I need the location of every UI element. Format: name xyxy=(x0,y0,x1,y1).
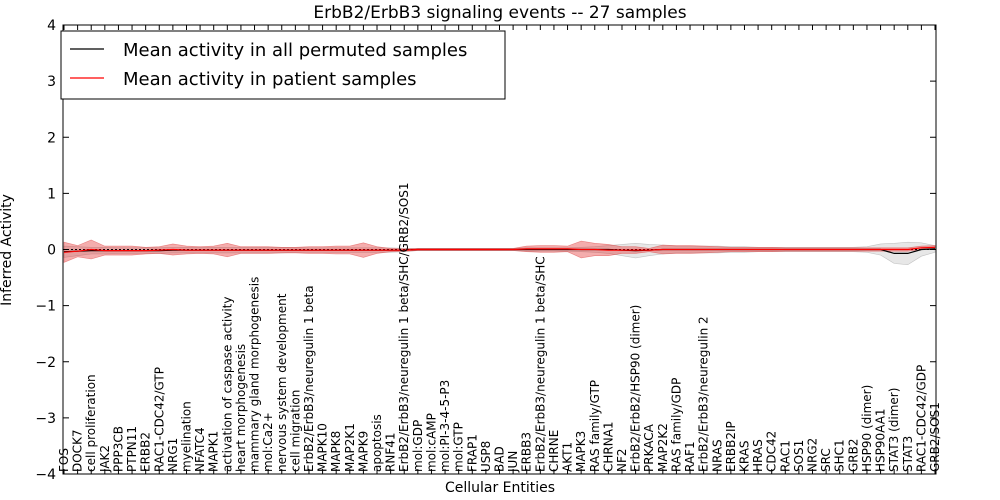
x-tick-label: mol:Ca2+ xyxy=(261,412,275,472)
x-tick-label: NRG2 xyxy=(806,438,820,472)
x-tick-label: NFATC4 xyxy=(193,427,207,472)
x-tick-label: HSP90 (dimer) xyxy=(860,385,874,472)
x-tick-label: cell proliferation xyxy=(84,374,98,472)
x-tick-label: MAPK10 xyxy=(316,423,330,472)
legend-frame xyxy=(60,30,506,100)
x-tick-label: HRAS xyxy=(751,439,765,472)
x-tick-label: FRAP1 xyxy=(465,434,479,472)
x-tick-label: KRAS xyxy=(737,440,751,472)
series-lines xyxy=(63,246,936,254)
x-tick-label: STAT3 (dimer) xyxy=(887,388,901,472)
series-line-patient xyxy=(63,246,936,253)
legend-label-permuted: Mean activity in all permuted samples xyxy=(123,40,467,61)
x-tick-label: mol:cAMP xyxy=(424,413,438,472)
x-tick-label: PRKACA xyxy=(642,423,656,472)
y-axis-label: Inferred Activity xyxy=(0,194,15,306)
x-tick-label: RAF1 xyxy=(683,441,697,472)
y-tick-label: −4 xyxy=(35,467,56,483)
y-tick-label: 3 xyxy=(47,74,56,90)
x-axis-label: Cellular Entities xyxy=(445,480,555,496)
x-tick-label: USP8 xyxy=(479,441,493,472)
x-tick-label: nervous system development xyxy=(275,293,289,472)
confidence-bands xyxy=(63,239,936,266)
band-patient xyxy=(63,239,936,263)
y-tick-label: 2 xyxy=(47,130,56,146)
x-tick-label: GRB2/SOS1 xyxy=(928,402,942,472)
y-tick-label: 4 xyxy=(47,18,56,34)
x-tick-label: DOCK7 xyxy=(71,429,85,472)
x-tick-label: NRG1 xyxy=(166,438,180,472)
x-tick-label: heart morphogenesis xyxy=(234,344,248,472)
x-tick-label: SRC xyxy=(819,448,833,472)
x-tick-label: FOS xyxy=(57,448,71,472)
x-axis-ticks: FOS DOCK7 cell proliferation JAK2 PPP3CB PTPN… xyxy=(57,25,942,474)
x-tick-label: RAC1-CDC42/GDP xyxy=(914,365,928,472)
x-tick-label: NRAS xyxy=(710,439,724,472)
x-tick-label: RAS family/GTP xyxy=(588,380,602,472)
x-tick-label: ERBB3 xyxy=(520,432,534,472)
x-tick-label: STAT3 xyxy=(901,436,915,472)
x-tick-label: RAC1-CDC42/GTP xyxy=(152,367,166,472)
x-tick-label: MAP2K1 xyxy=(343,423,357,472)
x-tick-label: MAPK9 xyxy=(356,431,370,472)
x-tick-label: HSP90AA1 xyxy=(874,408,888,472)
band-permuted xyxy=(63,241,936,266)
x-tick-label: ERBB2IP xyxy=(724,421,738,472)
x-tick-label: apoptosis xyxy=(370,414,384,472)
x-tick-label: CHRNA1 xyxy=(601,421,615,472)
x-tick-label: SHC1 xyxy=(833,439,847,472)
x-tick-label: RNF41 xyxy=(384,433,398,473)
x-tick-label: SOS1 xyxy=(792,440,806,472)
x-tick-label: CDC42 xyxy=(765,431,779,472)
x-tick-label: mammary gland morphogenesis xyxy=(248,277,262,472)
x-tick-label: mol:GDP xyxy=(411,420,425,472)
x-tick-label: CHRNE xyxy=(547,430,561,472)
y-tick-label: −2 xyxy=(35,355,56,371)
x-tick-label: GRB2 xyxy=(846,438,860,472)
x-tick-label: BAD xyxy=(493,446,507,472)
x-tick-label: myelination xyxy=(179,401,193,472)
y-tick-label: 0 xyxy=(47,243,56,259)
x-tick-label: mol:PI-3-4-5-P3 xyxy=(438,380,452,472)
x-tick-label: ErbB2/ErbB2/HSP90 (dimer) xyxy=(629,305,643,472)
x-tick-label: JUN xyxy=(506,451,520,473)
y-tick-label: −3 xyxy=(35,411,56,427)
x-tick-label: NF2 xyxy=(615,448,629,472)
x-tick-label: RAC1 xyxy=(778,440,792,472)
x-tick-label: activation of caspase activity xyxy=(220,297,234,472)
x-tick-label: ErbB2/ErbB3/neuregulin 2 xyxy=(697,316,711,472)
legend-label-patient: Mean activity in patient samples xyxy=(123,69,417,90)
x-tick-label: ErbB2/ErbB3/neuregulin 1 beta xyxy=(302,285,316,472)
x-tick-label: MAPK8 xyxy=(329,431,343,472)
legend: Mean activity in all permuted samples Me… xyxy=(60,30,506,100)
y-tick-label: −1 xyxy=(35,299,56,315)
x-tick-label: ERBB2 xyxy=(139,432,153,472)
x-tick-label: PPP3CB xyxy=(111,426,125,472)
chart-title: ErbB2/ErbB3 signaling events -- 27 sampl… xyxy=(313,3,686,23)
x-tick-label: PTPN11 xyxy=(125,426,139,472)
x-tick-label: mol:GTP xyxy=(452,422,466,472)
x-tick-label: MAPK3 xyxy=(574,431,588,472)
x-tick-label: cell migration xyxy=(288,390,302,472)
x-tick-label: MAPK1 xyxy=(207,431,221,472)
x-tick-label: ErbB2/ErbB3/neuregulin 1 beta/SHC/GRB2/S… xyxy=(397,182,411,472)
x-tick-label: AKT1 xyxy=(561,442,575,472)
x-tick-label: MAP2K2 xyxy=(656,423,670,472)
y-axis-ticks: 4 3 2 1 0 −1 −2 −3 −4 xyxy=(35,18,936,483)
y-tick-label: 1 xyxy=(47,186,56,202)
x-tick-label: ErbB2/ErbB3/neuregulin 1 beta/SHC xyxy=(533,256,547,472)
x-tick-label: JAK2 xyxy=(98,445,112,473)
x-tick-label: RAS family/GDP xyxy=(669,378,683,472)
